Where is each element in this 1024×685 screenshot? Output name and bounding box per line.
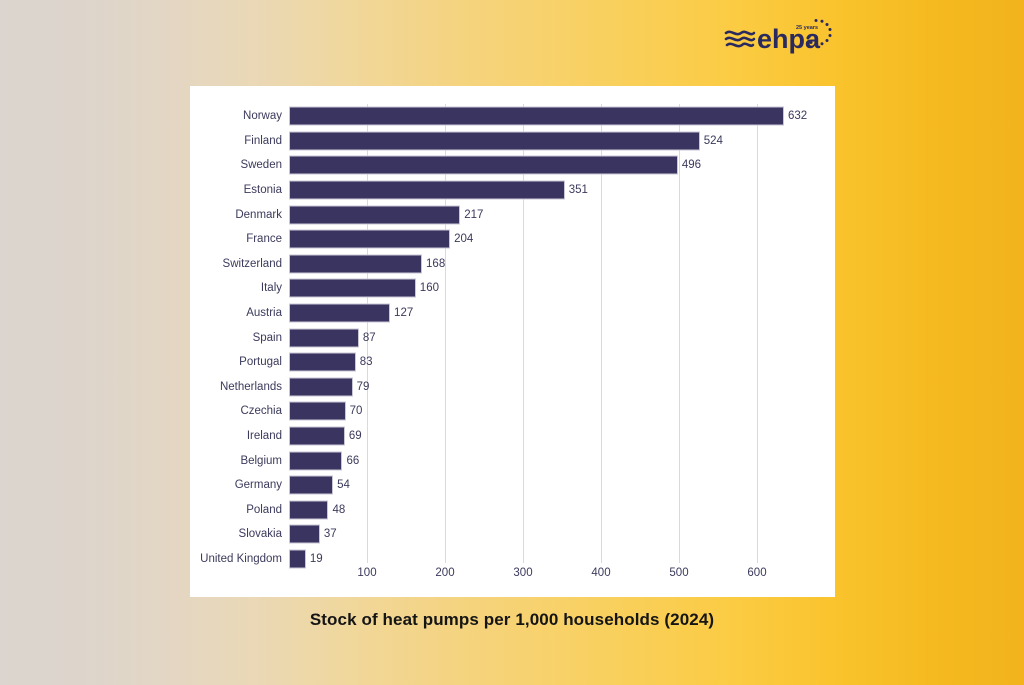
bar-value-label: 69 [348, 430, 362, 443]
category-label: Netherlands [219, 380, 282, 393]
bar-row: Finland 524 [190, 129, 835, 154]
category-label: Spain [252, 331, 282, 344]
bar-row: Czechia 70 [190, 399, 835, 424]
bar-row: Switzerland 168 [190, 252, 835, 277]
bar [289, 278, 416, 298]
category-label: Czechia [240, 405, 282, 418]
bar-value-label: 48 [332, 503, 346, 516]
ehpa-logo: ehpa 25 years [724, 16, 834, 60]
category-label: Norway [243, 110, 282, 123]
bar [289, 451, 343, 471]
bar-value-label: 217 [464, 208, 484, 221]
bar [289, 303, 391, 323]
gridline [445, 104, 446, 563]
bar [289, 377, 353, 397]
bar-value-label: 70 [349, 405, 363, 418]
bar-row: Slovakia 37 [190, 522, 835, 547]
bar-value-label: 524 [703, 134, 723, 147]
category-label: France [246, 233, 282, 246]
x-axis-tick-label: 200 [435, 567, 455, 579]
category-label: Portugal [239, 356, 282, 369]
gridline [367, 104, 368, 563]
category-label: Denmark [235, 208, 282, 221]
bar-row: Germany 54 [190, 473, 835, 498]
bar [289, 352, 356, 372]
bar-value-label: 127 [394, 307, 414, 320]
bar [289, 205, 461, 225]
bar [289, 229, 451, 249]
bar-row: Netherlands 79 [190, 375, 835, 400]
bar [289, 180, 565, 200]
eu-stars-icon [806, 19, 832, 46]
bar-row: Estonia 351 [190, 178, 835, 203]
gridline [601, 104, 602, 563]
bar-value-label: 87 [362, 331, 376, 344]
category-label: Estonia [243, 184, 282, 197]
category-label: Germany [234, 479, 282, 492]
bar-chart-plot: 100 200 300 400 500 600 Norway 632 Finland 524 Swe… [190, 86, 835, 597]
bar [289, 500, 329, 520]
chart-caption: Stock of heat pumps per 1,000 households… [309, 610, 715, 629]
x-axis-tick-label: 100 [357, 567, 377, 579]
bar [289, 549, 306, 569]
category-label: Switzerland [222, 257, 282, 270]
bar-value-label: 19 [309, 553, 323, 566]
bar [289, 155, 678, 175]
category-label: Sweden [240, 159, 282, 172]
x-axis-tick-label: 500 [669, 567, 689, 579]
bar-row: Denmark 217 [190, 202, 835, 227]
bar [289, 131, 700, 151]
x-axis-tick-label: 400 [591, 567, 611, 579]
bar [289, 254, 423, 274]
bar-value-label: 632 [787, 110, 808, 123]
bar-row: France 204 [190, 227, 835, 252]
bar-row: Portugal 83 [190, 350, 835, 375]
x-axis-tick-label: 300 [513, 567, 533, 579]
category-label: Poland [246, 503, 282, 516]
bar-row: Poland 48 [190, 498, 835, 523]
bar-value-label: 351 [568, 184, 588, 197]
category-label: Finland [244, 134, 282, 147]
bar [289, 328, 359, 348]
category-label: Italy [260, 282, 282, 295]
wave-icon [724, 30, 756, 48]
gridline [523, 104, 524, 563]
bar [289, 426, 345, 446]
bar [289, 106, 784, 126]
bar [289, 475, 334, 495]
bar-row: Italy 160 [190, 276, 835, 301]
bar-row: United Kingdom 19 [190, 547, 835, 572]
bar [289, 524, 320, 544]
logo-wordmark: ehpa [757, 24, 821, 54]
bar-value-label: 83 [359, 356, 373, 369]
category-label: Austria [246, 307, 282, 320]
category-label: Belgium [240, 454, 282, 467]
bar-row: Belgium 66 [190, 448, 835, 473]
bar-row: Ireland 69 [190, 424, 835, 449]
bar-value-label: 204 [454, 233, 474, 246]
category-label: United Kingdom [200, 553, 282, 566]
category-label: Ireland [246, 430, 282, 443]
gridline [679, 104, 680, 563]
bar-value-label: 66 [346, 454, 360, 467]
bar-row: Sweden 496 [190, 153, 835, 178]
category-label: Slovakia [238, 528, 282, 541]
bar-value-label: 160 [419, 282, 439, 295]
bar-value-label: 37 [323, 528, 337, 541]
logo-svg: ehpa 25 years [724, 19, 832, 54]
bar [289, 401, 346, 421]
bar-value-label: 79 [356, 380, 370, 393]
bar-value-label: 168 [426, 257, 446, 270]
logo-tagline: 25 years [796, 25, 818, 31]
chart-card: 100 200 300 400 500 600 Norway 632 Finland 524 Swe… [190, 86, 835, 597]
bar-value-label: 54 [337, 479, 350, 492]
bar-row: Norway 632 [190, 104, 835, 129]
bar-row: Austria 127 [190, 301, 835, 326]
bar-value-label: 496 [681, 159, 702, 172]
bar-row: Spain 87 [190, 325, 835, 350]
x-axis-tick-label: 600 [747, 567, 767, 579]
gridline [757, 104, 758, 563]
